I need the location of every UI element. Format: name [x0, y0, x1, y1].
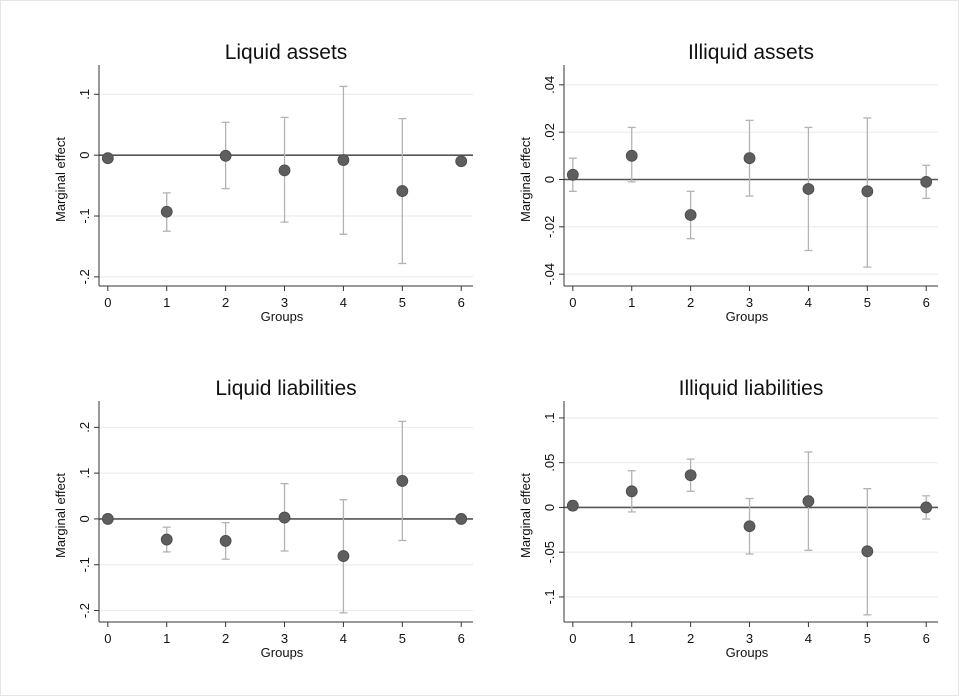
data-point	[625, 485, 638, 498]
x-tick-label: 4	[340, 631, 347, 646]
y-tick-label: .1	[542, 413, 557, 424]
data-point	[455, 155, 468, 168]
y-tick-label: -.02	[542, 216, 557, 238]
panel-liquid-assets: Liquid assets .1 0 -.1 -.2 0 1 2 3 4 5 6 Groups Margi…	[53, 41, 473, 324]
data-point	[160, 533, 173, 546]
y-axis-label: Marginal effect	[53, 473, 68, 558]
x-tick-label: 0	[569, 295, 576, 310]
y-axis-label: Marginal effect	[518, 473, 533, 558]
data-point	[684, 209, 697, 221]
x-tick-label: 6	[923, 631, 930, 646]
y-tick-label: .04	[542, 76, 557, 94]
data-point	[219, 149, 232, 162]
y-tick-label: -.2	[77, 269, 92, 284]
x-axis-label: Groups	[726, 309, 769, 324]
y-tick-label: -.04	[542, 263, 557, 285]
data-point	[684, 469, 697, 482]
x-tick-label: 5	[864, 631, 871, 646]
data-point	[101, 513, 114, 525]
x-axis-label: Groups	[726, 645, 769, 660]
y-axis-label: Marginal effect	[53, 137, 68, 222]
data-point	[566, 168, 579, 181]
data-point	[861, 185, 874, 198]
y-tick-label: 0	[77, 152, 92, 159]
x-tick-label: 1	[628, 631, 635, 646]
y-tick-label: .1	[77, 89, 92, 100]
x-tick-label: 1	[163, 631, 170, 646]
data-point	[802, 495, 815, 508]
x-tick-label: 3	[746, 295, 753, 310]
y-tick-label: .05	[542, 454, 557, 472]
x-tick-label: 3	[281, 631, 288, 646]
x-tick-label: 4	[340, 295, 347, 310]
y-tick-label: 0	[77, 515, 92, 522]
x-tick-label: 2	[222, 295, 229, 310]
data-point	[337, 154, 350, 166]
panel-illiquid-assets: Illiquid assets .04 .02 0 -.02 -.04 0 1 2 3 4 5 6 Gro…	[518, 41, 938, 324]
x-tick-label: 6	[923, 295, 930, 310]
chart-title: Illiquid liabilities	[679, 377, 824, 400]
x-tick-label: 0	[104, 631, 111, 646]
data-point	[455, 513, 468, 525]
y-tick-label: -.1	[77, 208, 92, 223]
y-tick-label: .1	[77, 468, 92, 479]
x-tick-label: 6	[458, 295, 465, 310]
x-tick-label: 4	[805, 631, 812, 646]
data-point	[278, 511, 291, 524]
y-tick-label: 0	[542, 176, 557, 183]
data-point	[920, 175, 933, 188]
x-tick-label: 1	[163, 295, 170, 310]
x-tick-label: 4	[805, 295, 812, 310]
y-tick-label: 0	[542, 504, 557, 511]
panel-liquid-liabilities: Liquid liabilities .2 .1 0 -.1 -.2 0 1 2 3 4 5 6 Grou…	[53, 377, 473, 660]
panel-illiquid-liabilities: Illiquid liabilities .1 .05 0 -.05 -.1 0 1 2 3 4 5 6…	[518, 377, 938, 660]
y-axis-label: Marginal effect	[518, 137, 533, 222]
y-tick-label: -.1	[542, 589, 557, 604]
x-tick-label: 5	[864, 295, 871, 310]
data-point	[920, 501, 933, 514]
data-point	[278, 164, 291, 177]
x-tick-label: 3	[746, 631, 753, 646]
x-tick-label: 2	[687, 631, 694, 646]
x-axis-label: Groups	[261, 309, 304, 324]
data-point	[396, 475, 409, 487]
data-point	[337, 550, 350, 562]
chart-title: Liquid assets	[225, 41, 348, 64]
x-tick-label: 6	[458, 631, 465, 646]
y-tick-label: -.1	[77, 557, 92, 572]
x-tick-label: 5	[399, 631, 406, 646]
data-point	[743, 152, 756, 165]
y-tick-label: -.05	[542, 541, 557, 563]
y-tick-label: .02	[542, 123, 557, 141]
x-tick-label: 2	[222, 631, 229, 646]
x-axis-label: Groups	[261, 645, 304, 660]
y-tick-label: .2	[77, 422, 92, 433]
x-tick-label: 0	[104, 295, 111, 310]
data-point	[625, 149, 638, 162]
x-tick-label: 3	[281, 295, 288, 310]
data-point	[802, 183, 815, 195]
x-tick-label: 1	[628, 295, 635, 310]
data-point	[566, 499, 579, 512]
chart-title: Illiquid assets	[688, 41, 814, 64]
data-point	[219, 535, 232, 547]
x-tick-label: 2	[687, 295, 694, 310]
x-tick-label: 0	[569, 631, 576, 646]
data-point	[160, 205, 173, 218]
data-point	[396, 185, 409, 197]
chart-title: Liquid liabilities	[215, 377, 356, 400]
data-point	[743, 520, 756, 533]
y-tick-label: -.2	[77, 603, 92, 618]
x-tick-label: 5	[399, 295, 406, 310]
data-point	[861, 545, 874, 558]
data-point	[101, 152, 114, 165]
